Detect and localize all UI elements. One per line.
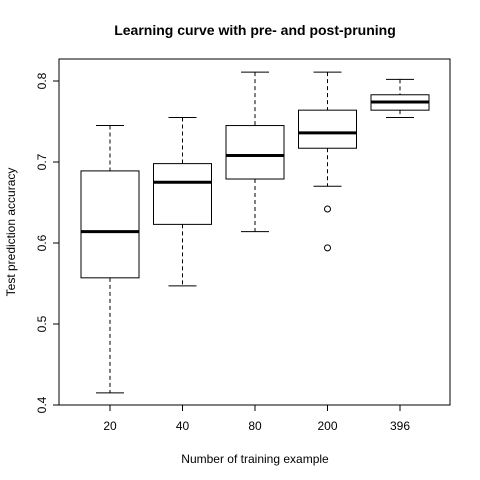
iqr-box-20 <box>80 170 140 279</box>
box-200 <box>298 71 357 252</box>
box-396 <box>370 78 430 118</box>
y-tick-label-0.5: 0.5 <box>35 315 49 332</box>
x-axis: 20 40 80 200 396 <box>103 405 410 433</box>
y-axis-label: Test prediction accuracy <box>4 168 18 297</box>
x-tick-label-20: 20 <box>103 419 117 433</box>
y-tick-label-0.8: 0.8 <box>35 72 49 89</box>
chart-title: Learning curve with pre- and post-prunin… <box>114 22 396 38</box>
x-axis-label: Number of training example <box>181 452 329 466</box>
x-tick-label-40: 40 <box>176 419 190 433</box>
outlier-200-1 <box>324 244 331 252</box>
x-tick-label-200: 200 <box>317 419 337 433</box>
outlier-200-0 <box>324 205 331 213</box>
y-tick-label-0.4: 0.4 <box>35 396 49 413</box>
box-40 <box>153 116 212 287</box>
iqr-box-200 <box>298 109 357 149</box>
iqr-box-80 <box>225 125 285 180</box>
y-tick-label-0.7: 0.7 <box>35 153 49 170</box>
box-20 <box>80 125 140 394</box>
boxes-group <box>80 71 430 394</box>
x-tick-label-80: 80 <box>248 419 262 433</box>
box-80 <box>225 71 285 233</box>
y-tick-label-0.6: 0.6 <box>35 234 49 251</box>
x-tick-label-396: 396 <box>390 419 410 433</box>
y-axis: 0.4 0.5 0.6 0.7 0.8 <box>35 72 59 413</box>
iqr-box-40 <box>153 163 212 225</box>
